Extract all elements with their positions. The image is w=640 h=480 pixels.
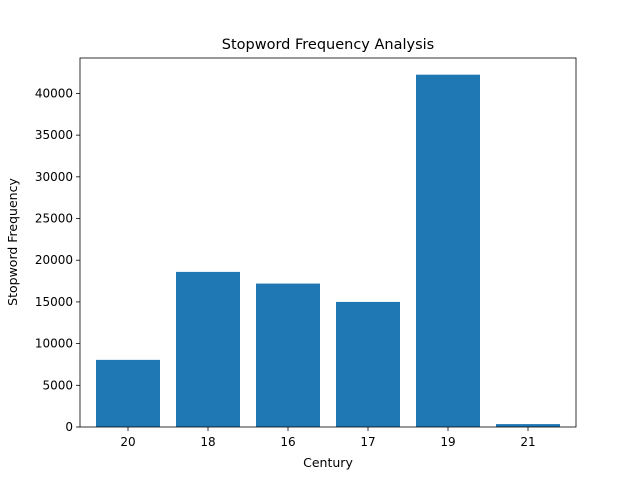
- y-tick-label: 25000: [35, 212, 73, 226]
- x-tick-label: 18: [200, 435, 215, 449]
- x-tick-label: 21: [520, 435, 535, 449]
- y-tick-label: 30000: [35, 170, 73, 184]
- x-axis-ticks: 20 18 16 17 19 21: [120, 427, 536, 449]
- plot-area-frame: [79, 57, 577, 428]
- y-axis-ticks: 0 5000 10000 15000 20000 25000 30000 35000 40000: [35, 86, 80, 434]
- x-tick-label: 19: [440, 435, 455, 449]
- x-tick-label: 17: [360, 435, 375, 449]
- bars-group: [96, 74, 560, 428]
- x-tick-label: 16: [280, 435, 295, 449]
- bar-18: [176, 271, 240, 427]
- y-tick-label: 5000: [42, 378, 73, 392]
- bar-21: [496, 424, 560, 427]
- y-tick-label: 10000: [35, 337, 73, 351]
- chart-title: Stopword Frequency Analysis: [222, 37, 434, 53]
- x-axis-label: Century: [303, 455, 353, 470]
- y-axis-label: Stopword Frequency: [5, 178, 20, 306]
- y-tick-label: 20000: [35, 253, 73, 267]
- y-tick-label: 0: [65, 420, 73, 434]
- x-tick-label: 20: [120, 435, 135, 449]
- y-tick-label: 35000: [35, 128, 73, 142]
- y-tick-label: 40000: [35, 86, 73, 100]
- bar-19: [416, 74, 480, 428]
- bar-20: [96, 359, 160, 427]
- y-tick-label: 15000: [35, 295, 73, 309]
- bar-16: [256, 283, 320, 427]
- bar-17: [336, 301, 400, 427]
